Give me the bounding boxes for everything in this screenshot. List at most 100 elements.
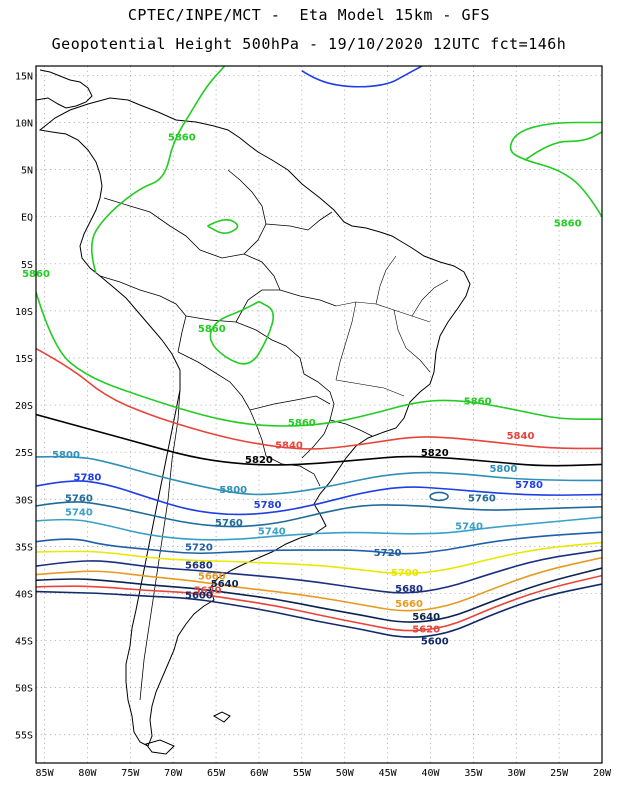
- contour-label-5660: 5660: [198, 572, 226, 583]
- coastline-borders: [36, 69, 471, 755]
- lat-tick-label: 45S: [15, 637, 33, 648]
- contour-label-5640: 5640: [412, 612, 440, 623]
- contour-label-5600: 5600: [185, 590, 213, 601]
- contour-5860: [209, 300, 275, 365]
- height-contours: [36, 66, 602, 638]
- map-title-line-2: Geopotential Height 500hPa - 19/10/2020 …: [51, 35, 567, 53]
- contour-label-5860: 5860: [288, 418, 316, 429]
- lon-tick-label: 30W: [507, 768, 526, 779]
- contour-5860: [36, 291, 602, 427]
- lon-tick-label: 35W: [464, 768, 483, 779]
- contour-label-5680: 5680: [185, 560, 213, 571]
- lon-tick-label: 70W: [164, 768, 183, 779]
- country-borders: [99, 169, 373, 701]
- contour-label-5740: 5740: [258, 526, 286, 537]
- state-borders: [335, 255, 449, 397]
- lat-tick-label: 15N: [15, 71, 33, 82]
- contour-5860: [524, 131, 602, 161]
- lat-tick-label: 5S: [21, 260, 33, 271]
- contour-label-5620: 5620: [194, 586, 222, 597]
- lon-tick-label: 25W: [550, 768, 569, 779]
- lon-tick-label: 45W: [379, 768, 398, 779]
- contour-label-5860: 5860: [464, 396, 492, 407]
- contour-label-5860: 5860: [198, 324, 226, 335]
- contour-label-5760: 5760: [215, 518, 243, 529]
- contour-5640: [36, 567, 602, 623]
- contour-label-5860: 5860: [554, 218, 582, 229]
- contour-5760-loop: [429, 491, 449, 502]
- contour-5740: [36, 516, 602, 541]
- contour-label-5800: 5800: [219, 485, 247, 496]
- contour-label-5800: 5800: [52, 450, 80, 461]
- map-frame: [35, 65, 603, 764]
- lat-tick-label: 15S: [15, 354, 33, 365]
- contour-label-5820: 5820: [421, 448, 449, 459]
- contour-5860: [207, 219, 239, 234]
- lat-tick-label: 55S: [15, 731, 33, 742]
- contour-label-5640: 5640: [211, 579, 239, 590]
- contour-5600: [36, 583, 602, 638]
- lon-tick-label: 75W: [121, 768, 140, 779]
- map-title-line-1: CPTEC/INPE/MCT - Eta Model 15km - GFS: [127, 6, 491, 24]
- contour-5720: [36, 531, 602, 555]
- lon-tick-label: 55W: [293, 768, 312, 779]
- lon-tick-label: 65W: [207, 768, 226, 779]
- contour-5760: [36, 501, 602, 528]
- contour-5700: [36, 541, 602, 575]
- contour-5860: [90, 66, 226, 274]
- lat-tick-label: 50S: [15, 684, 33, 695]
- longitude-axis: 85W 80W 75W 70W 65W 60W 55W 50W 45W 40W 35W 30W 25W 2…: [36, 768, 612, 779]
- contour-label-5740: 5740: [455, 522, 483, 533]
- lon-tick-label: 85W: [36, 768, 55, 779]
- contour-5860: [509, 121, 602, 218]
- lat-tick-label: 35S: [15, 542, 33, 553]
- lon-tick-label: 80W: [78, 768, 97, 779]
- contour-label-5680: 5680: [395, 584, 423, 595]
- contour-label-5840: 5840: [275, 441, 303, 452]
- contour-label-5620: 5620: [412, 624, 440, 635]
- lat-tick-label: 30S: [15, 495, 33, 506]
- contour-5680: [36, 549, 602, 594]
- contour-label-5800: 5800: [489, 464, 517, 475]
- central-america-coastline: [36, 69, 93, 109]
- lat-tick-label: 40S: [15, 589, 33, 600]
- contour-5780: [36, 480, 602, 516]
- lat-tick-label: 5N: [21, 166, 33, 177]
- lat-tick-label: EQ: [21, 213, 33, 224]
- contour-label-5780: 5780: [254, 500, 282, 511]
- lat-tick-label: 10N: [15, 119, 33, 130]
- contour-label-5840: 5840: [507, 431, 535, 442]
- contour-label-5660: 5660: [395, 599, 423, 610]
- contour-5820: [36, 413, 602, 467]
- contour-label-5720: 5720: [185, 542, 213, 553]
- falkland-islands: [212, 711, 231, 723]
- map-gridlines: [36, 66, 602, 763]
- lat-tick-label: 20S: [15, 401, 33, 412]
- contour-top-blue: [301, 66, 423, 88]
- tierra-del-fuego: [145, 739, 175, 755]
- contour-labels: 5860586058605860586058605840584058205820…: [22, 133, 582, 648]
- lon-tick-label: 40W: [421, 768, 440, 779]
- contour-label-5600: 5600: [421, 637, 449, 648]
- contour-label-5820: 5820: [245, 455, 273, 466]
- contour-label-5760: 5760: [468, 493, 496, 504]
- contour-label-5760: 5760: [65, 493, 93, 504]
- lon-tick-label: 60W: [250, 768, 269, 779]
- contour-label-5740: 5740: [65, 508, 93, 519]
- contour-label-5860: 5860: [168, 133, 196, 144]
- lat-tick-label: 25S: [15, 448, 33, 459]
- contour-label-5700: 5700: [391, 568, 419, 579]
- lon-tick-label: 20W: [593, 768, 612, 779]
- south-america-coastline: [38, 97, 471, 747]
- contour-5660: [36, 556, 602, 612]
- contour-5840: [36, 347, 602, 450]
- contour-label-5720: 5720: [374, 548, 402, 559]
- latitude-axis: 15N 10N 5N EQ 5S 10S 15S 20S 25S 30S 35S 40S 45S 50S 5…: [15, 71, 33, 741]
- lat-tick-label: 10S: [15, 307, 33, 318]
- contour-label-5780: 5780: [515, 480, 543, 491]
- contour-label-5780: 5780: [74, 473, 102, 484]
- contour-5620: [36, 574, 602, 632]
- contour-5800: [36, 455, 602, 496]
- lon-tick-label: 50W: [336, 768, 355, 779]
